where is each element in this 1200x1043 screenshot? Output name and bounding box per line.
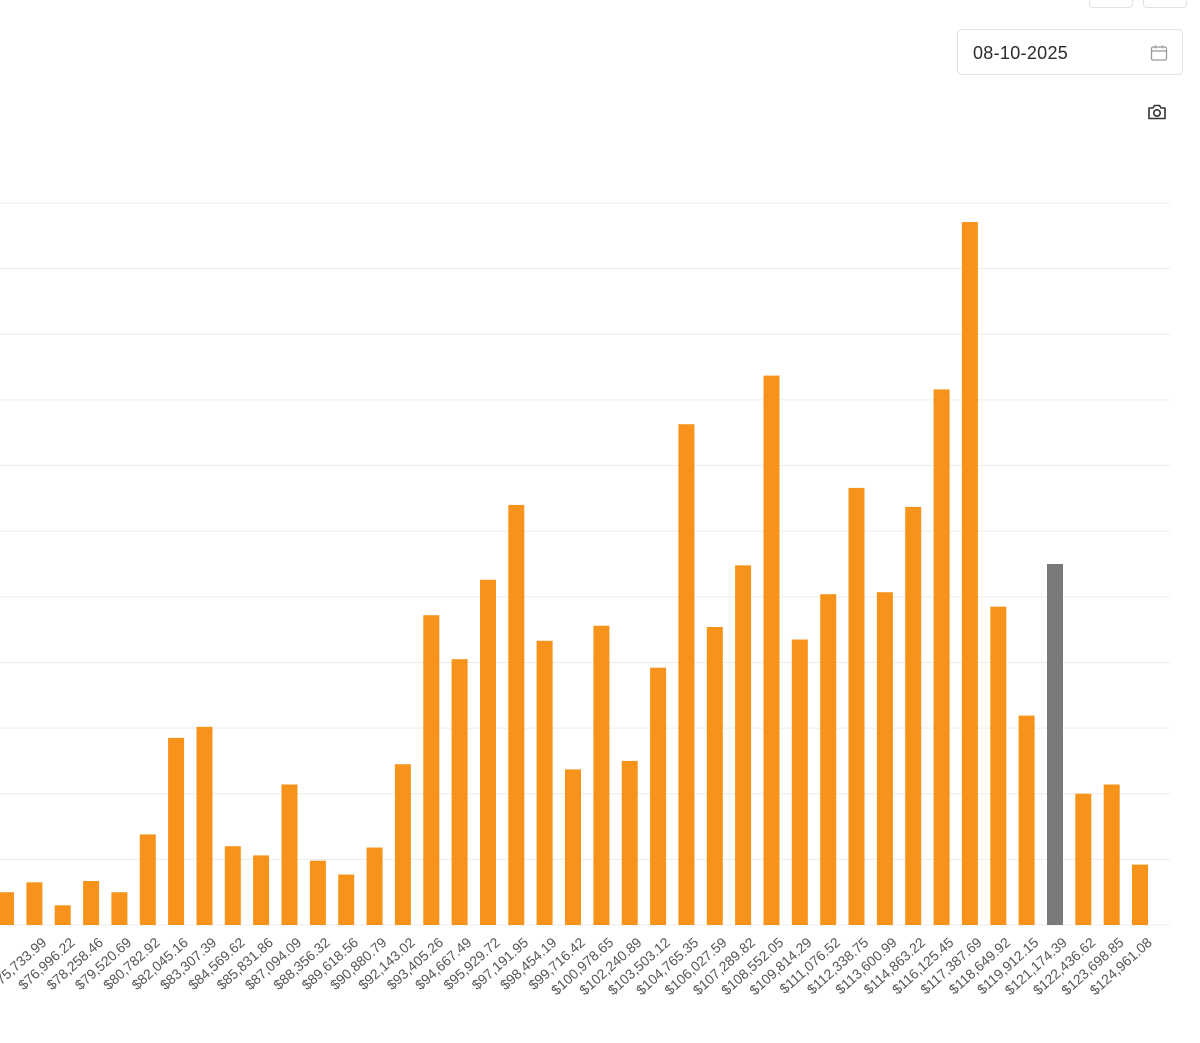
bar[interactable] [394, 764, 411, 925]
bar[interactable] [650, 667, 667, 925]
bar[interactable] [26, 882, 43, 925]
toolbar-button[interactable] [1089, 0, 1133, 8]
date-value: 08-10-2025 [973, 43, 1069, 63]
bar[interactable] [876, 592, 893, 925]
bar[interactable] [508, 504, 525, 925]
bar[interactable] [423, 615, 440, 925]
bar[interactable] [54, 905, 71, 925]
date-picker[interactable]: 08-10-2025 [957, 29, 1183, 75]
bar[interactable] [111, 892, 128, 925]
bar[interactable] [1018, 715, 1035, 925]
watermark-logo: e [0, 486, 1, 582]
bar[interactable] [281, 784, 298, 926]
bar[interactable] [933, 389, 950, 925]
bar[interactable] [196, 726, 213, 925]
bar[interactable] [791, 639, 808, 926]
bar[interactable] [168, 737, 185, 925]
bar[interactable] [848, 487, 865, 925]
bar[interactable] [593, 625, 610, 925]
bar[interactable] [253, 855, 270, 925]
camera-icon[interactable] [1146, 102, 1168, 122]
bar[interactable] [678, 424, 695, 925]
bar[interactable] [621, 760, 638, 925]
bar[interactable] [1075, 793, 1092, 925]
calendar-icon[interactable] [1150, 44, 1168, 62]
toolbar-button[interactable] [1143, 0, 1187, 8]
bar[interactable] [480, 579, 496, 925]
bar[interactable] [224, 846, 241, 925]
bar[interactable] [763, 375, 780, 926]
bar[interactable] [905, 506, 922, 925]
bar[interactable] [366, 847, 383, 926]
bar[interactable] [1047, 564, 1063, 925]
bar[interactable] [309, 860, 326, 925]
bar[interactable] [451, 659, 468, 925]
tick-layer: $75,733.99$76,996.22$78,258.46$79,520.69… [0, 934, 1155, 998]
bar[interactable] [820, 594, 837, 925]
bar[interactable] [961, 222, 978, 925]
bar-layer [0, 222, 1148, 926]
bar[interactable] [83, 881, 100, 925]
bar[interactable] [338, 874, 355, 926]
bar[interactable] [1103, 784, 1120, 926]
bar[interactable] [706, 627, 723, 925]
bar[interactable] [536, 640, 553, 925]
bar[interactable] [565, 769, 581, 925]
bar[interactable] [1132, 864, 1148, 925]
bar[interactable] [735, 565, 752, 925]
bar[interactable] [0, 892, 14, 925]
bar[interactable] [990, 606, 1007, 925]
bar[interactable] [139, 834, 156, 925]
